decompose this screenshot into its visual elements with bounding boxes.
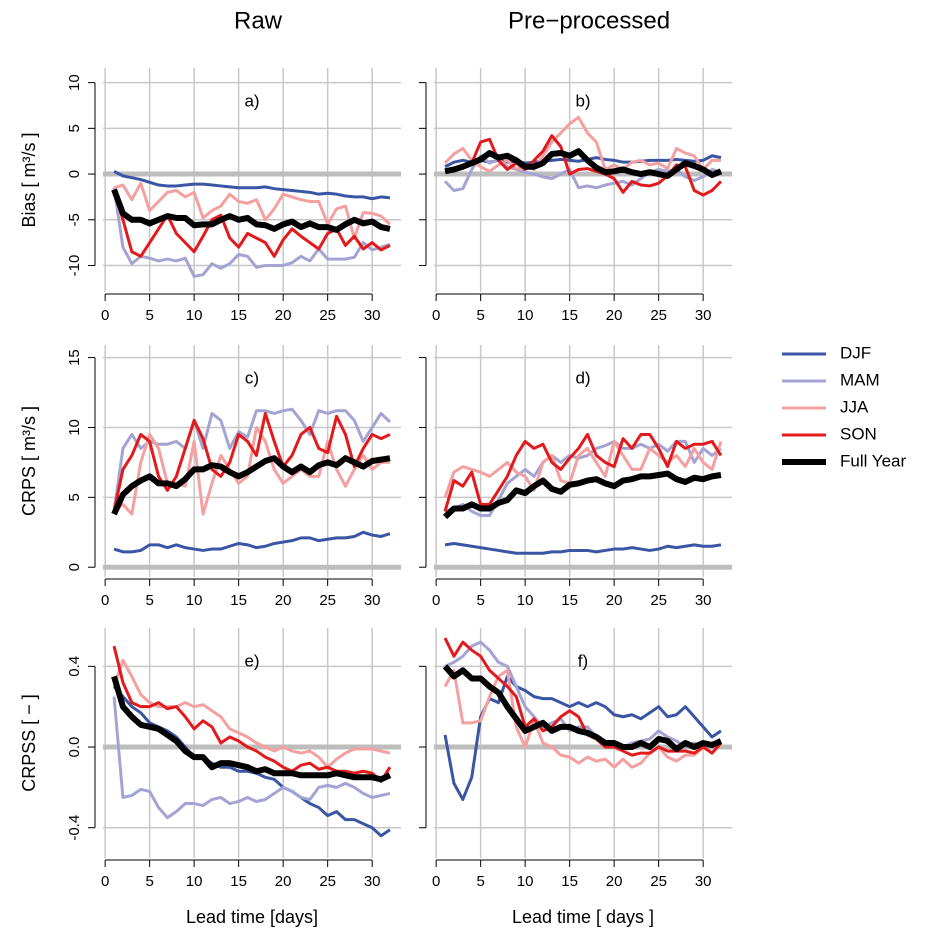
y-axis-label: CRPSS [ − ] — [19, 694, 39, 792]
series-line — [443, 439, 723, 498]
x-tick-label: 10 — [517, 592, 534, 609]
x-tick-label: 15 — [561, 307, 578, 324]
y-tick-label: 10 — [66, 419, 83, 436]
x-tick-label: 10 — [186, 873, 203, 890]
series-line — [111, 675, 392, 783]
x-tick-label: 10 — [186, 592, 203, 609]
x-tick-label: 30 — [695, 873, 712, 890]
x-tick-label: 15 — [561, 873, 578, 890]
y-tick-label: 0.4 — [66, 656, 83, 677]
y-tick-label: 5 — [66, 124, 83, 132]
series-line — [111, 455, 391, 516]
series-line — [112, 645, 392, 783]
x-tick-label: 20 — [275, 592, 292, 609]
panel-title: a) — [244, 91, 259, 110]
x-tick-label: 30 — [695, 307, 712, 324]
x-tick-label: 30 — [695, 592, 712, 609]
x-tick-label: 25 — [319, 592, 336, 609]
panel-title: c) — [245, 368, 259, 387]
series-line — [113, 181, 391, 240]
y-tick-label: 0 — [66, 170, 83, 178]
x-tick-label: 10 — [517, 307, 534, 324]
x-tick-label: 5 — [145, 307, 153, 324]
y-tick-label: -0.4 — [66, 815, 83, 841]
panel-title: f) — [578, 651, 588, 670]
series-line — [443, 115, 721, 173]
series-line — [443, 668, 721, 769]
x-tick-label: 15 — [561, 592, 578, 609]
x-tick-label: 25 — [650, 307, 667, 324]
legend-label: JJA — [840, 397, 869, 416]
panel-title: e) — [244, 651, 259, 670]
series-line — [112, 407, 391, 512]
x-tick-label: 10 — [186, 307, 203, 324]
x-tick-label: 0 — [432, 873, 440, 890]
x-tick-label: 30 — [364, 592, 381, 609]
x-tick-label: 20 — [275, 307, 292, 324]
legend-label: DJF — [840, 343, 871, 362]
y-tick-label: -10 — [66, 255, 83, 277]
series-line — [113, 530, 391, 554]
series-line — [113, 425, 390, 516]
legend-label: Full Year — [840, 451, 906, 470]
x-tick-label: 10 — [517, 873, 534, 890]
x-tick-label: 25 — [319, 307, 336, 324]
legend-label: SON — [840, 424, 877, 443]
y-tick-label: 5 — [66, 493, 83, 501]
x-tick-label: 5 — [476, 873, 484, 890]
series-line — [112, 685, 391, 838]
x-axis-label: Lead time [ days ] — [512, 907, 654, 927]
x-tick-label: 0 — [101, 873, 109, 890]
column-title: Pre−processed — [508, 7, 670, 34]
panel-title: b) — [575, 91, 590, 110]
x-tick-label: 0 — [101, 307, 109, 324]
y-tick-label: 0.0 — [66, 737, 83, 758]
series-line — [112, 696, 391, 820]
y-tick-label: 15 — [66, 349, 83, 366]
x-tick-label: 5 — [476, 307, 484, 324]
series-line — [112, 187, 391, 278]
series-line — [444, 541, 722, 555]
x-tick-label: 5 — [145, 873, 153, 890]
x-tick-label: 15 — [230, 592, 247, 609]
x-tick-label: 0 — [432, 592, 440, 609]
series-line — [112, 411, 391, 512]
legend-label: MAM — [840, 370, 880, 389]
x-tick-label: 0 — [432, 307, 440, 324]
column-title: Raw — [234, 7, 283, 34]
series-line — [112, 658, 391, 769]
series-line — [442, 470, 722, 520]
x-tick-label: 30 — [364, 307, 381, 324]
series-line — [444, 148, 723, 179]
series-line — [112, 190, 391, 258]
y-tick-label: 10 — [66, 74, 83, 91]
x-axis-label: Lead time [days] — [186, 907, 318, 927]
x-tick-label: 20 — [606, 307, 623, 324]
series-line — [443, 674, 722, 801]
x-tick-label: 20 — [606, 873, 623, 890]
x-tick-label: 5 — [476, 592, 484, 609]
y-axis-label: Bias [ m³/s ] — [19, 132, 39, 227]
series-line — [442, 664, 723, 753]
series-line — [113, 169, 391, 201]
x-tick-label: 0 — [101, 592, 109, 609]
x-tick-label: 25 — [650, 592, 667, 609]
y-axis-label: CRPS [ m³/s ] — [19, 406, 39, 516]
series-line — [444, 134, 723, 197]
x-tick-label: 15 — [230, 307, 247, 324]
series-line — [443, 432, 723, 512]
series-line — [111, 188, 391, 233]
x-tick-label: 15 — [230, 873, 247, 890]
panel-title: d) — [575, 368, 590, 387]
x-tick-label: 25 — [319, 873, 336, 890]
x-tick-label: 30 — [364, 873, 381, 890]
x-tick-label: 25 — [650, 873, 667, 890]
y-tick-label: -5 — [66, 213, 83, 226]
x-tick-label: 20 — [275, 873, 292, 890]
x-tick-label: 5 — [145, 592, 153, 609]
y-tick-label: 0 — [66, 563, 83, 571]
x-tick-label: 20 — [606, 592, 623, 609]
